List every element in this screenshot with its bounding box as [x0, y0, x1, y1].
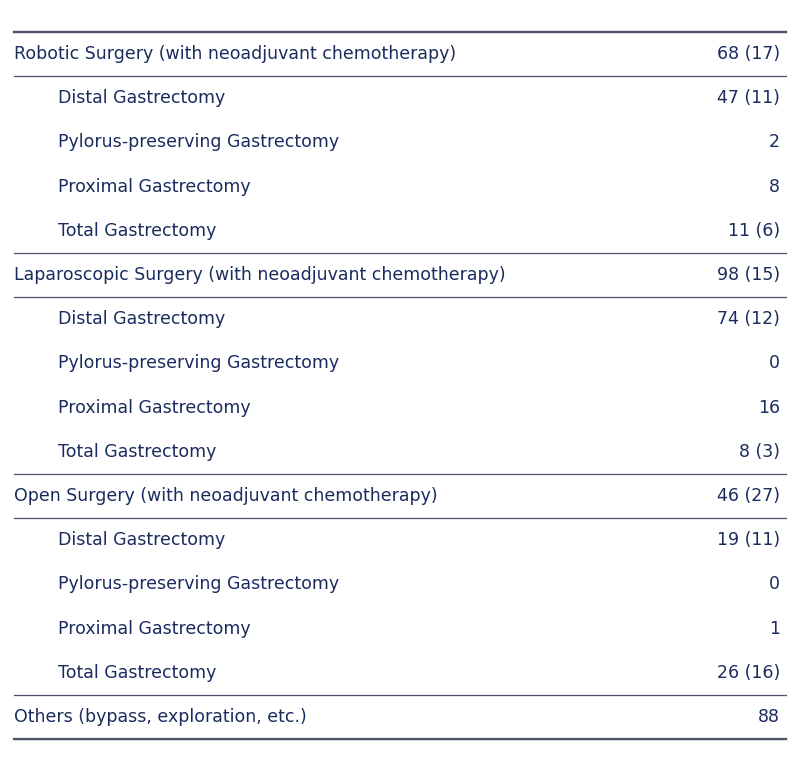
Text: 68 (17): 68 (17) — [717, 45, 780, 63]
Text: Proximal Gastrectomy: Proximal Gastrectomy — [58, 619, 251, 637]
Text: 1: 1 — [769, 619, 780, 637]
Text: Open Surgery (with neoadjuvant chemotherapy): Open Surgery (with neoadjuvant chemother… — [14, 487, 438, 505]
Text: Pylorus-preserving Gastrectomy: Pylorus-preserving Gastrectomy — [58, 133, 339, 152]
Text: Distal Gastrectomy: Distal Gastrectomy — [58, 89, 226, 107]
Text: Robotic Surgery (with neoadjuvant chemotherapy): Robotic Surgery (with neoadjuvant chemot… — [14, 45, 457, 63]
Text: 8 (3): 8 (3) — [739, 443, 780, 461]
Text: 8: 8 — [769, 177, 780, 196]
Text: 0: 0 — [769, 354, 780, 372]
Text: 16: 16 — [758, 399, 780, 417]
Text: 2: 2 — [769, 133, 780, 152]
Text: 0: 0 — [769, 575, 780, 594]
Text: 11 (6): 11 (6) — [728, 222, 780, 240]
Text: Distal Gastrectomy: Distal Gastrectomy — [58, 531, 226, 549]
Text: 46 (27): 46 (27) — [717, 487, 780, 505]
Text: Total Gastrectomy: Total Gastrectomy — [58, 443, 217, 461]
Text: 26 (16): 26 (16) — [717, 664, 780, 681]
Text: 19 (11): 19 (11) — [717, 531, 780, 549]
Text: Pylorus-preserving Gastrectomy: Pylorus-preserving Gastrectomy — [58, 575, 339, 594]
Text: Proximal Gastrectomy: Proximal Gastrectomy — [58, 399, 251, 417]
Text: Others (bypass, exploration, etc.): Others (bypass, exploration, etc.) — [14, 708, 307, 726]
Text: Total Gastrectomy: Total Gastrectomy — [58, 222, 217, 240]
Text: 47 (11): 47 (11) — [717, 89, 780, 107]
Text: 98 (15): 98 (15) — [717, 266, 780, 284]
Text: Proximal Gastrectomy: Proximal Gastrectomy — [58, 177, 251, 196]
Text: Pylorus-preserving Gastrectomy: Pylorus-preserving Gastrectomy — [58, 354, 339, 372]
Text: Total Gastrectomy: Total Gastrectomy — [58, 664, 217, 681]
Text: 74 (12): 74 (12) — [717, 310, 780, 328]
Text: Laparoscopic Surgery (with neoadjuvant chemotherapy): Laparoscopic Surgery (with neoadjuvant c… — [14, 266, 506, 284]
Text: Distal Gastrectomy: Distal Gastrectomy — [58, 310, 226, 328]
Text: 88: 88 — [758, 708, 780, 726]
